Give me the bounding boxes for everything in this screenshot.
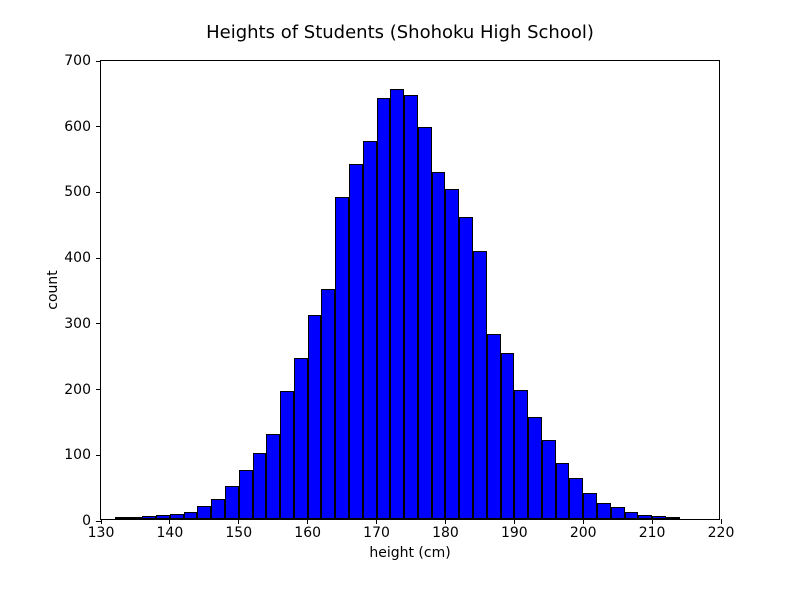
histogram-bar	[211, 499, 225, 519]
histogram-bar	[115, 517, 129, 519]
y-tick	[96, 61, 101, 62]
histogram-bar	[459, 217, 473, 519]
histogram-bar	[390, 89, 404, 519]
histogram-bar	[625, 512, 639, 519]
y-tick-label: 700	[64, 53, 91, 69]
y-tick-label: 300	[64, 316, 91, 332]
histogram-bar	[129, 517, 143, 519]
histogram-bar	[404, 95, 418, 519]
x-tick-label: 220	[708, 519, 735, 541]
histogram-bar	[556, 463, 570, 519]
y-tick	[96, 192, 101, 193]
histogram-bar	[197, 506, 211, 519]
y-tick	[96, 258, 101, 259]
y-tick	[96, 323, 101, 324]
histogram-bar	[321, 289, 335, 519]
x-tick-label: 190	[501, 519, 528, 541]
x-tick-label: 210	[639, 519, 666, 541]
histogram-bar	[432, 172, 446, 519]
histogram-bar	[514, 390, 528, 519]
x-tick-label: 130	[88, 519, 115, 541]
histogram-bar	[487, 334, 501, 519]
histogram-bar	[363, 141, 377, 519]
histogram-bar	[280, 391, 294, 519]
x-tick-label: 160	[294, 519, 321, 541]
y-tick-label: 500	[64, 184, 91, 200]
histogram-bar	[611, 507, 625, 519]
y-tick	[96, 521, 101, 522]
y-tick-label: 400	[64, 250, 91, 266]
x-tick-label: 200	[570, 519, 597, 541]
histogram-bar	[542, 440, 556, 519]
histogram-bar	[253, 453, 267, 519]
histogram-bar	[294, 358, 308, 519]
y-axis-label: count	[45, 270, 61, 310]
x-axis-label: height (cm)	[369, 519, 450, 561]
histogram-bar	[225, 486, 239, 519]
histogram-bar	[377, 98, 391, 519]
histogram-bar	[142, 516, 156, 519]
histogram-bar	[473, 251, 487, 519]
x-tick-label: 150	[225, 519, 252, 541]
histogram-bars	[101, 61, 719, 519]
y-tick-label: 100	[64, 447, 91, 463]
histogram-bar	[418, 127, 432, 519]
histogram-bar	[501, 353, 515, 519]
histogram-bar	[308, 315, 322, 519]
histogram-bar	[349, 164, 363, 519]
histogram-bar	[583, 493, 597, 519]
y-tick	[96, 455, 101, 456]
histogram-bar	[184, 512, 198, 519]
x-tick-label: 140	[157, 519, 184, 541]
y-tick	[96, 126, 101, 127]
y-tick	[96, 389, 101, 390]
y-tick-label: 200	[64, 382, 91, 398]
y-tick-label: 600	[64, 119, 91, 135]
histogram-bar	[569, 478, 583, 519]
histogram-bar	[266, 434, 280, 519]
histogram-bar	[528, 417, 542, 519]
chart-axes: 130140150160170180190200210220 010020030…	[100, 60, 720, 520]
figure: Heights of Students (Shohoku High School…	[0, 0, 800, 600]
histogram-bar	[335, 197, 349, 519]
page-title: Heights of Students (Shohoku High School…	[0, 22, 800, 43]
y-tick-label: 0	[82, 513, 91, 529]
histogram-bar	[239, 470, 253, 519]
histogram-bar	[445, 189, 459, 519]
histogram-bar	[666, 517, 680, 519]
histogram-bar	[597, 503, 611, 519]
